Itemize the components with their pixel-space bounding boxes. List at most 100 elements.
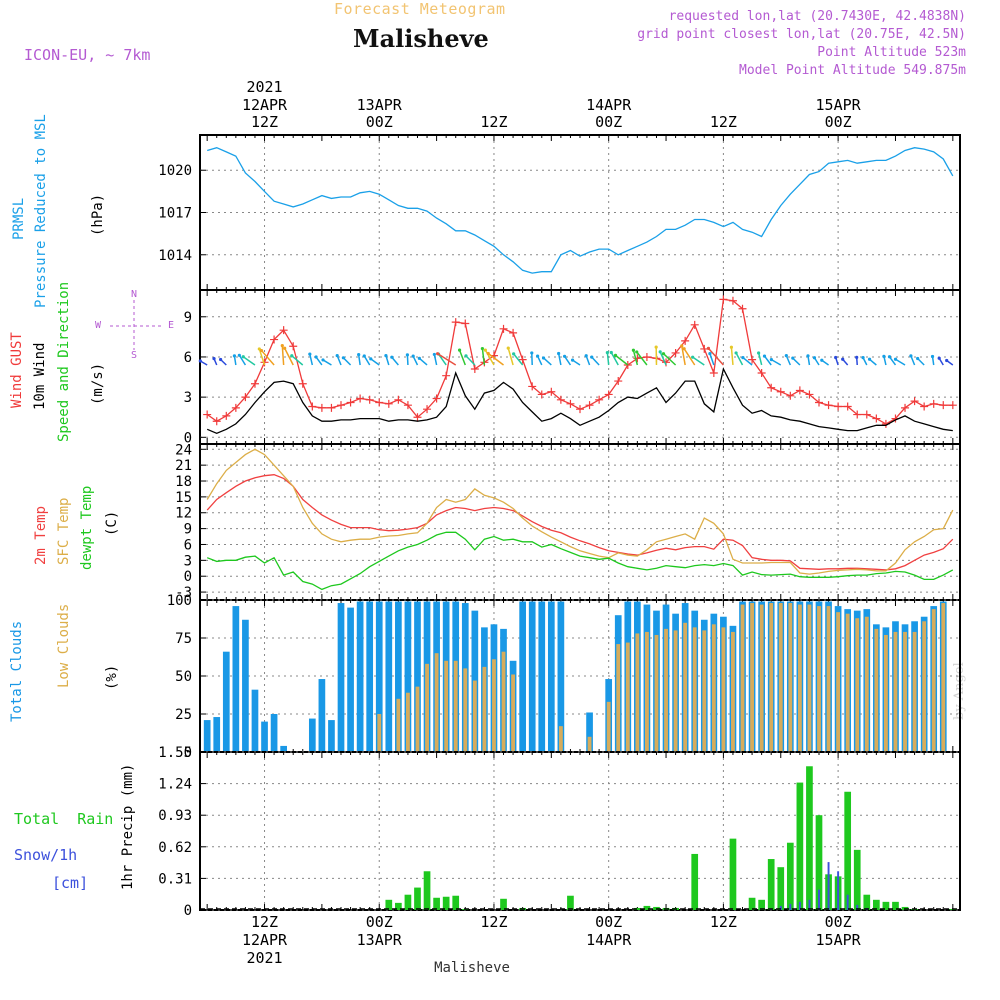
wind-arrow [284, 347, 294, 366]
requested-coords: requested lon,lat (20.7430E, 42.4838N) [668, 9, 966, 24]
wind-arrow [481, 348, 486, 366]
gust-marker [633, 354, 642, 363]
low-cloud-bar [406, 692, 410, 752]
total-cloud-bar [356, 601, 364, 752]
total-cloud-bar [538, 601, 546, 752]
wind-arrow-head [464, 354, 468, 358]
wind-arrow-head [706, 346, 711, 351]
total-cloud-bar [337, 603, 345, 752]
low-cloud-bar [807, 604, 812, 752]
low-cloud-bar [922, 621, 927, 752]
wind-arrow [370, 358, 380, 366]
gust-marker [384, 399, 393, 408]
gust-marker [576, 405, 584, 414]
wind-arrow [636, 351, 648, 366]
gust-marker [776, 387, 785, 396]
snow-bar [808, 899, 811, 910]
wind-arrow-head [308, 352, 312, 356]
wind-arrow [692, 356, 705, 366]
rain-bar [452, 895, 460, 910]
gust-marker [222, 411, 231, 420]
wind-arrow [888, 356, 897, 366]
gust-marker [566, 399, 575, 408]
total-cloud-bar [242, 619, 249, 752]
low-cloud-bar [654, 634, 659, 752]
rain-bar [853, 849, 861, 910]
wind-arrow [563, 355, 572, 366]
wind-arrow [281, 345, 285, 366]
total-cloud-bar [395, 601, 402, 752]
gust-marker [337, 401, 346, 410]
low-cloud-bar [845, 613, 850, 752]
top-axis-hour: 00Z [366, 113, 393, 131]
wind-arrow-head [506, 346, 510, 350]
wind-arrow [681, 345, 686, 366]
wind-arrow [291, 355, 304, 366]
wind-arrow [763, 355, 772, 366]
low-cloud-bar [721, 627, 726, 752]
gust-marker [212, 417, 221, 426]
wind-arrow-head [613, 353, 618, 357]
series-line-dewpt [206, 531, 954, 591]
snow-bar [818, 889, 820, 910]
gust-marker [308, 402, 317, 411]
wind-arrow [385, 355, 390, 366]
bottom-axis-date: 12APR [242, 931, 288, 949]
gust-marker [623, 360, 632, 369]
low-cloud-bar [482, 666, 487, 752]
gust-marker [872, 414, 881, 423]
low-cloud-bar [893, 631, 898, 752]
wind-arrow [757, 352, 763, 366]
low-cloud-bar [635, 633, 640, 752]
low-cloud-bar [587, 736, 592, 752]
footer-location: Malisheve [434, 960, 510, 976]
wind-arrow [632, 350, 639, 366]
gust-marker [327, 403, 336, 412]
wind-arrow-head [541, 356, 546, 360]
compass-south: S [131, 350, 138, 361]
gust-marker [709, 369, 718, 378]
gust-marker [547, 387, 556, 396]
bottom-axis-date: 13APR [357, 931, 403, 949]
y-tick-label: 0.31 [158, 871, 192, 887]
low-cloud-bar [884, 634, 888, 752]
rain-bar [395, 902, 402, 910]
bottom-axis-hour: 12Z [251, 913, 278, 931]
low-cloud-bar [702, 630, 707, 752]
rain-bar [873, 899, 880, 910]
rain-bar [433, 897, 440, 910]
wind-arrow-head [937, 356, 941, 360]
gust-marker [805, 390, 814, 399]
series-line-wind10m [206, 367, 953, 435]
y-tick-label: -3 [175, 585, 192, 601]
wind-arrow [615, 354, 629, 366]
low-cloud-bar [453, 660, 458, 752]
gust-marker [719, 295, 728, 304]
gust-marker [700, 344, 709, 353]
y-tick-label: 6 [184, 350, 192, 366]
wind-arrow [315, 356, 323, 366]
wind-arrow-head [512, 352, 516, 356]
low-cloud-bar [396, 698, 401, 752]
low-cloud-bar [625, 642, 630, 752]
y-tick-label: 3 [184, 553, 192, 569]
wind-arrow-head [417, 356, 421, 360]
low-cloud-bar [931, 609, 936, 752]
wind-arrow-head [321, 358, 325, 362]
wind-arrow-head [691, 355, 695, 359]
low-cloud-bar [788, 603, 793, 752]
gust-marker [862, 410, 871, 419]
wind-arrow-head [290, 354, 294, 358]
rain-bar [442, 896, 450, 910]
wind-arrow [557, 353, 562, 366]
wind-arrow-head [390, 355, 394, 359]
wind-arrow [458, 349, 466, 366]
wind-arrow-head [605, 351, 609, 355]
wind-arrow-head [480, 346, 484, 351]
gust-marker [537, 390, 546, 399]
wind-arrow-head [806, 354, 810, 358]
rain-bar [892, 901, 899, 910]
gust-marker [317, 403, 326, 412]
wind-arrow [895, 358, 906, 366]
low-cloud-bar [645, 631, 649, 752]
